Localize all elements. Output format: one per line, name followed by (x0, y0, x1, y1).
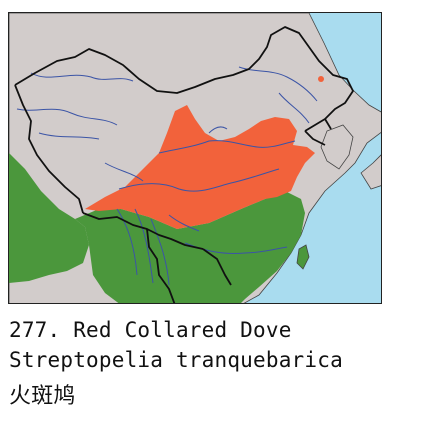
rivers (16, 66, 318, 286)
map-svg (9, 13, 381, 303)
caption-scientific-name: Streptopelia tranquebarica (9, 348, 343, 372)
range-resident-west (9, 153, 89, 283)
range-map (8, 12, 382, 304)
japan-island (360, 154, 381, 190)
caption-chinese-name: 火斑鸠 (9, 384, 76, 409)
range-breeding (85, 105, 315, 229)
taiwan-island (296, 244, 310, 270)
caption-species-number-name: 277. Red Collared Dove (9, 318, 292, 342)
borders (14, 26, 354, 303)
record-dot (318, 76, 324, 82)
korea-peninsula (320, 124, 354, 170)
